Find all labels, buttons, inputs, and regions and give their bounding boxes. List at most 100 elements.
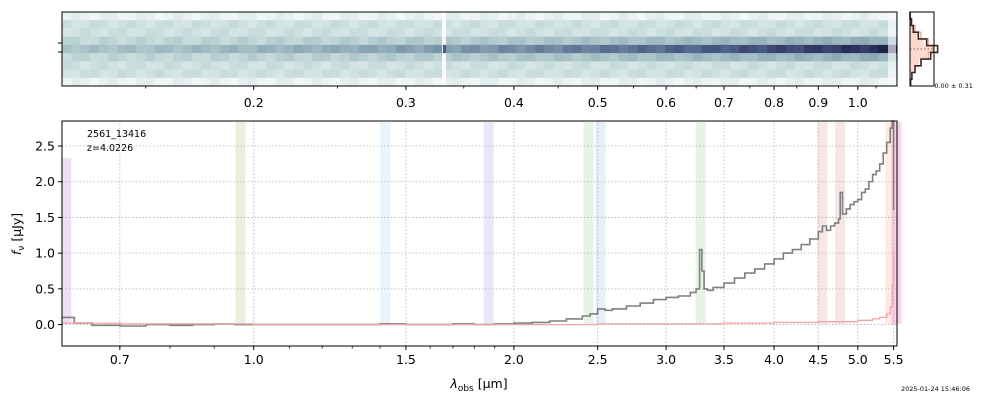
heatmap-cell	[813, 28, 824, 38]
heatmap-cell	[618, 77, 629, 87]
heatmap-cell	[516, 53, 527, 62]
heatmap-cell	[748, 28, 759, 38]
heatmap-cell	[191, 28, 202, 38]
heatmap-cell	[191, 12, 202, 21]
heatmap-cell	[785, 69, 796, 79]
y-tick-label: 1.0	[35, 246, 55, 261]
heatmap-cell	[702, 77, 712, 87]
heatmap-cell	[368, 61, 378, 71]
heatmap-cell	[730, 44, 740, 54]
heatmap-cell	[80, 61, 91, 71]
heatmap-cell	[683, 20, 694, 29]
heatmap-cell	[804, 53, 814, 62]
heatmap-cell	[757, 36, 768, 46]
heatmap-cell	[386, 53, 397, 62]
heatmap-cell	[730, 12, 740, 21]
heatmap-cell	[832, 36, 842, 46]
heatmap-cell	[720, 69, 731, 79]
heatmap-cell	[71, 36, 82, 46]
heatmap-cell	[182, 36, 193, 46]
heatmap-cell	[164, 20, 174, 29]
heatmap-cell	[451, 28, 462, 38]
heatmap-cell	[665, 77, 675, 87]
heatmap-cell	[563, 36, 573, 46]
heatmap-cell	[154, 77, 165, 87]
heatmap-cell	[794, 20, 805, 29]
heatmap-cell	[544, 61, 555, 71]
heatmap-cell	[488, 28, 499, 38]
heatmap-cell	[191, 36, 202, 46]
heatmap-cell	[89, 77, 100, 87]
heatmap-cell	[423, 28, 434, 38]
x-tick-label: 4.0	[764, 352, 784, 367]
histogram-bars	[909, 12, 939, 86]
heatmap-cell	[832, 12, 842, 21]
heatmap-cell	[145, 20, 156, 29]
heatmap-cell	[173, 36, 184, 46]
heatmap-cell	[544, 53, 555, 62]
heatmap-cell	[433, 20, 443, 29]
heatmap-cell	[340, 53, 351, 62]
heatmap-cell	[609, 28, 620, 38]
heatmap-cell	[767, 61, 777, 71]
heatmap-cell	[275, 28, 286, 38]
heatmap-cell	[498, 53, 508, 62]
heatmap-cell	[553, 69, 564, 79]
heatmap-cell	[451, 77, 462, 87]
heatmap-cell	[182, 44, 193, 54]
heatmap-cell	[460, 28, 471, 38]
heatmap-cell	[544, 77, 555, 87]
heatmap-cell	[692, 28, 703, 38]
heatmap-cell	[247, 28, 258, 38]
histogram-bar	[910, 18, 912, 26]
heatmap-cell	[312, 77, 323, 87]
heatmap-cell	[99, 69, 109, 79]
heatmap-cell	[386, 12, 397, 21]
heatmap-cell	[256, 12, 267, 21]
heatmap-cell	[321, 36, 332, 46]
heatmap-cell	[794, 28, 805, 38]
heatmap-cell	[293, 77, 304, 87]
top-tick-label: 0.9	[808, 95, 828, 110]
heatmap-cell	[655, 53, 666, 62]
heatmap-cell	[813, 53, 824, 62]
emission-line-bands	[61, 122, 902, 324]
spectrum-1d-frame	[61, 120, 898, 347]
heatmap-cell	[794, 36, 805, 46]
heatmap-cell	[822, 69, 833, 79]
heatmap-cell	[247, 61, 258, 71]
heatmap-cell	[108, 53, 119, 62]
heatmap-cell	[247, 77, 258, 87]
heatmap-cell	[544, 44, 555, 54]
heatmap-cell	[349, 20, 360, 29]
heatmap-cell	[136, 36, 146, 46]
heatmap-cell	[331, 28, 341, 38]
heatmap-cell	[507, 12, 518, 21]
heatmap-cell	[618, 44, 629, 54]
top-tick-label: 0.2	[244, 95, 264, 110]
heatmap-cell	[683, 36, 694, 46]
heatmap-cell	[256, 44, 267, 54]
heatmap-cell	[62, 61, 72, 71]
heatmap-cell	[832, 69, 842, 79]
heatmap-cell	[646, 53, 657, 62]
histogram-frame	[909, 11, 935, 87]
heatmap-cell	[201, 69, 211, 79]
heatmap-cell	[637, 28, 647, 38]
heatmap-cell	[720, 53, 731, 62]
heatmap-cell	[600, 44, 610, 54]
heatmap-cell	[832, 53, 842, 62]
heatmap-cell	[405, 28, 416, 38]
heatmap-cell	[720, 20, 731, 29]
heatmap-cell	[776, 12, 787, 21]
heatmap-cell	[674, 53, 685, 62]
heatmap-cell	[841, 77, 852, 87]
heatmap-cell	[553, 20, 564, 29]
heatmap-cell	[173, 12, 184, 21]
heatmap-cell	[516, 20, 527, 29]
heatmap-cell	[89, 44, 100, 54]
heatmap-cell	[859, 20, 870, 29]
heatmap-cell	[62, 12, 72, 21]
heatmap-cell	[757, 28, 768, 38]
heatmap-cell	[609, 69, 620, 79]
